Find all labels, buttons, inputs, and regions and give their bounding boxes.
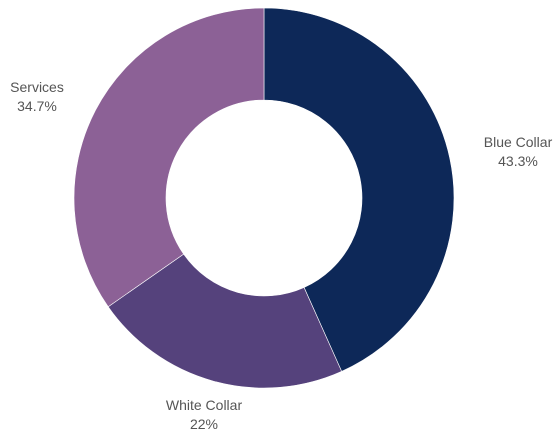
label-white-collar-name: White Collar [166,397,243,413]
label-services-name: Services [10,79,64,95]
slice-blue-collar [263,7,455,372]
label-services-value: 34.7% [17,98,57,114]
label-white-collar-value: 22% [190,416,218,432]
slice-labels: Blue Collar 43.3% White Collar 22% Servi… [10,79,552,432]
label-blue-collar-name: Blue Collar [484,134,553,150]
label-blue-collar-value: 43.3% [498,153,538,169]
donut-slices [73,7,455,389]
slice-services [73,7,265,308]
slice-white-collar [107,253,343,389]
